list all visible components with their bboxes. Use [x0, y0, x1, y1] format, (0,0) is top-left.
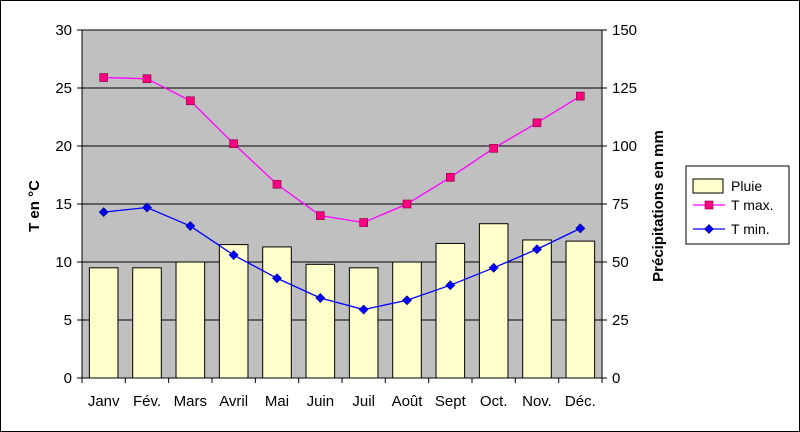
bar-pluie — [348, 267, 379, 379]
y-right-tick-label: 0 — [612, 370, 620, 387]
y-right-tick-label: 100 — [612, 138, 637, 155]
x-tick-label: Fév. — [133, 393, 161, 410]
point-tmin — [575, 223, 586, 234]
point-tmax — [186, 96, 195, 106]
point-tmax — [229, 139, 238, 148]
x-tick-label: Sept — [435, 393, 467, 410]
point-tmin — [98, 207, 109, 218]
x-tick-label: Déc. — [565, 393, 596, 410]
point-tmin — [185, 221, 196, 231]
bar-pluie — [88, 267, 119, 379]
point-tmax — [576, 91, 585, 101]
legend-swatch-pluie — [692, 178, 724, 194]
legend-label-pluie: Pluie — [731, 178, 762, 194]
point-tmin — [228, 250, 239, 260]
y-left-tick-label: 30 — [55, 22, 72, 39]
legend: Pluie T max. T min. — [685, 165, 790, 245]
y-left-tick-label: 0 — [64, 370, 72, 387]
point-tmax — [272, 179, 282, 189]
y-right-tick-label: 150 — [612, 22, 637, 39]
bar-pluie — [218, 244, 249, 379]
x-tick-label: Avril — [219, 393, 248, 410]
bar-pluie — [392, 261, 422, 379]
line-tmax — [103, 76, 581, 224]
point-tmax — [532, 118, 542, 128]
point-tmin — [358, 304, 369, 315]
y-axis-right-title: Précipitations en mm — [650, 130, 667, 282]
x-tick-label: Mars — [174, 393, 207, 410]
bar-pluie — [175, 261, 206, 379]
point-tmax — [99, 73, 108, 82]
x-tick-label: Août — [392, 393, 424, 410]
y-right-tick-label: 125 — [612, 80, 637, 97]
y-left-tick-label: 5 — [64, 312, 72, 329]
point-tmin — [142, 202, 152, 213]
bar-pluie — [478, 223, 509, 379]
x-tick-label: Mai — [265, 393, 289, 410]
point-tmax — [402, 199, 412, 209]
bar-pluie — [132, 267, 162, 379]
point-tmin — [315, 293, 326, 303]
legend-label-tmax: T max. — [731, 197, 774, 213]
bar-pluie — [305, 263, 336, 379]
y-right-tick-label: 75 — [612, 196, 629, 213]
line-tmin — [103, 206, 581, 311]
y-left-tick-label: 15 — [55, 196, 72, 213]
x-tick-label: Nov. — [522, 393, 552, 410]
point-tmax — [446, 173, 455, 182]
bar-pluie — [262, 246, 292, 379]
point-tmin — [532, 244, 542, 255]
x-tick-label: Juin — [307, 393, 335, 410]
point-tmin — [488, 262, 499, 273]
x-tick-label: Janv — [88, 393, 120, 410]
y-axis-left-title: T en °C — [26, 180, 43, 232]
x-tick-label: Oct. — [480, 393, 508, 410]
point-tmin — [402, 295, 412, 306]
bar-pluie — [522, 239, 552, 379]
y-left-tick-label: 10 — [55, 254, 72, 271]
y-left-tick-label: 20 — [55, 138, 72, 155]
y-right-tick-label: 50 — [612, 254, 629, 271]
bar-pluie — [435, 242, 466, 379]
point-tmax — [316, 211, 325, 220]
bar-pluie — [565, 240, 596, 379]
point-tmax — [489, 144, 498, 153]
x-tick-label: Juil — [352, 393, 375, 410]
point-tmin — [445, 280, 456, 291]
y-right-tick-label: 25 — [612, 312, 629, 329]
legend-label-tmin: T min. — [731, 221, 770, 237]
y-left-tick-label: 25 — [55, 80, 72, 97]
point-tmin — [272, 273, 282, 284]
legend-marker-tmax — [704, 200, 714, 210]
point-tmax — [142, 74, 152, 84]
point-tmax — [359, 218, 368, 227]
legend-marker-tmin — [704, 224, 714, 234]
